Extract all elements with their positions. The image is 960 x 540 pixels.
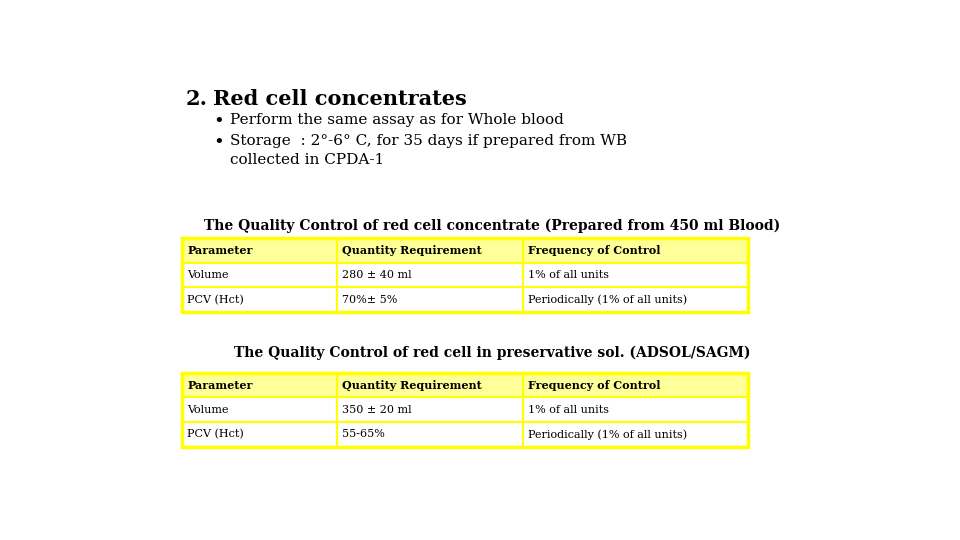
Text: 280 ± 40 ml: 280 ± 40 ml <box>343 270 412 280</box>
Bar <box>182 373 337 397</box>
Text: Frequency of Control: Frequency of Control <box>528 245 660 256</box>
Text: 55-65%: 55-65% <box>343 429 385 440</box>
Text: Red cell concentrates: Red cell concentrates <box>213 90 467 110</box>
Text: Quantity Requirement: Quantity Requirement <box>343 245 482 256</box>
Bar <box>523 397 748 422</box>
Text: PCV (Hct): PCV (Hct) <box>187 294 244 305</box>
Bar <box>337 287 523 312</box>
Bar <box>337 238 523 262</box>
Text: Periodically (1% of all units): Periodically (1% of all units) <box>528 294 687 305</box>
Text: Periodically (1% of all units): Periodically (1% of all units) <box>528 429 687 440</box>
Bar <box>182 238 748 312</box>
Text: PCV (Hct): PCV (Hct) <box>187 429 244 440</box>
Text: The Quality Control of red cell concentrate (Prepared from 450 ml Blood): The Quality Control of red cell concentr… <box>204 219 780 233</box>
Bar <box>523 238 748 262</box>
Text: Parameter: Parameter <box>187 245 252 256</box>
Text: The Quality Control of red cell in preservative sol. (ADSOL/SAGM): The Quality Control of red cell in prese… <box>233 346 751 360</box>
Text: 70%± 5%: 70%± 5% <box>343 295 397 305</box>
Text: Volume: Volume <box>187 405 228 415</box>
Bar <box>337 422 523 447</box>
Text: 1% of all units: 1% of all units <box>528 270 610 280</box>
Bar <box>523 373 748 397</box>
Text: 2.: 2. <box>186 90 208 110</box>
Bar <box>182 397 337 422</box>
Bar <box>182 262 337 287</box>
Bar <box>523 262 748 287</box>
Text: Frequency of Control: Frequency of Control <box>528 380 660 390</box>
Text: collected in CPDA-1: collected in CPDA-1 <box>230 153 384 167</box>
Text: 1% of all units: 1% of all units <box>528 405 610 415</box>
Text: Perform the same assay as for Whole blood: Perform the same assay as for Whole bloo… <box>230 113 564 127</box>
Bar <box>182 373 748 447</box>
Text: •: • <box>213 134 224 152</box>
Text: 350 ± 20 ml: 350 ± 20 ml <box>343 405 412 415</box>
Bar <box>337 262 523 287</box>
Bar <box>182 422 337 447</box>
Text: Volume: Volume <box>187 270 228 280</box>
Bar <box>523 422 748 447</box>
Bar <box>337 373 523 397</box>
Bar <box>523 287 748 312</box>
Bar <box>182 238 337 262</box>
Bar <box>337 397 523 422</box>
Text: •: • <box>213 113 224 131</box>
Text: Quantity Requirement: Quantity Requirement <box>343 380 482 391</box>
Text: Storage  : 2°-6° C, for 35 days if prepared from WB: Storage : 2°-6° C, for 35 days if prepar… <box>230 134 627 148</box>
Text: Parameter: Parameter <box>187 380 252 390</box>
Bar <box>182 287 337 312</box>
